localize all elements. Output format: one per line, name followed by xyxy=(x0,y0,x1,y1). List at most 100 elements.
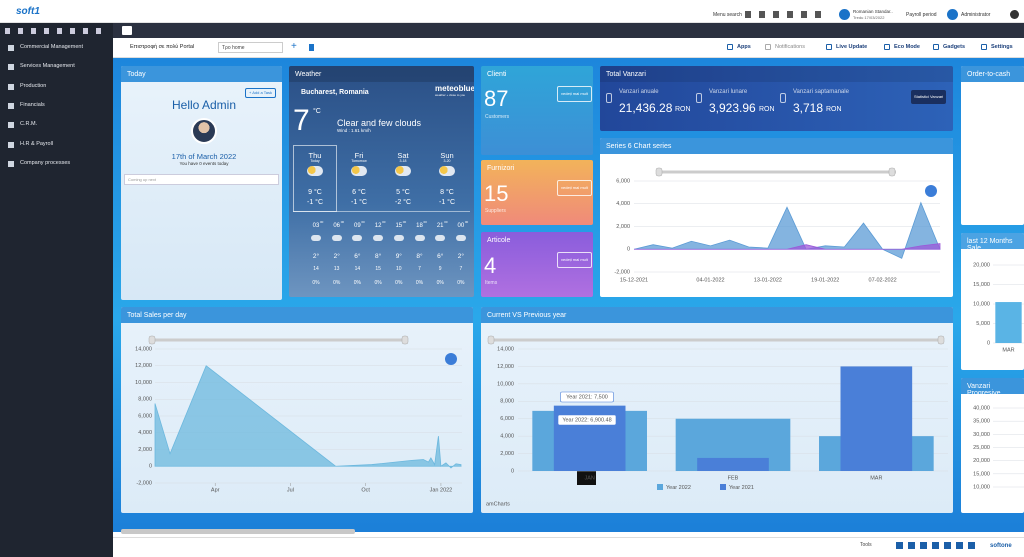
scrollbar[interactable] xyxy=(121,529,355,534)
hour: 06 xyxy=(333,223,341,229)
counter-widget: Furnizori 15 Suppliers vedeți mai mult xyxy=(481,160,593,225)
action[interactable]: Settings xyxy=(991,44,1013,50)
y-tick-label: 14,000 xyxy=(497,346,514,352)
hour-suffix: 00 xyxy=(444,220,448,224)
logo[interactable]: soft1 xyxy=(16,6,40,17)
tabbar xyxy=(113,23,1024,38)
back-link[interactable]: Επιστροφή σε πολύ Portal xyxy=(130,44,195,50)
sidebar-item[interactable]: Financials xyxy=(20,101,45,108)
sidebar-item[interactable]: Commercial Management xyxy=(20,44,83,50)
y-tick-label: 35,000 xyxy=(973,419,990,425)
day-sub: Today xyxy=(310,159,320,163)
home-select[interactable]: Τρο home xyxy=(218,42,283,53)
sales-icon xyxy=(606,93,612,103)
action[interactable]: Apps xyxy=(737,44,751,50)
day: Fri xyxy=(354,151,364,160)
day: Sun xyxy=(440,151,454,160)
hour-icon xyxy=(435,235,446,241)
add-task[interactable]: + Add a Task xyxy=(245,88,276,98)
hour: 00 xyxy=(457,223,465,229)
stats-button[interactable]: Statistici Vanzari xyxy=(911,90,947,104)
hour-suffix: 00 xyxy=(340,220,345,224)
hour-precip: 0% xyxy=(436,280,444,286)
y-tick-label: 4,000 xyxy=(500,434,514,440)
sales-value: 3,923.96 xyxy=(709,101,756,115)
payroll[interactable]: Payroll period xyxy=(906,12,937,18)
hour-icon xyxy=(311,235,321,241)
widget-title: Total Sales per day xyxy=(121,307,473,323)
sales-label: Vanzari anuale xyxy=(619,89,659,95)
action[interactable]: Gadgets xyxy=(943,44,966,50)
max-temp: 9 °C xyxy=(308,189,322,196)
x-tick-label: JAN xyxy=(584,475,594,481)
hour-precip: 0% xyxy=(353,280,362,286)
x-tick-label: FEB xyxy=(728,475,739,481)
counter-widget: Articole 4 Items vedeți mai mult xyxy=(481,232,593,297)
y-tick-label: 6,000 xyxy=(500,416,514,422)
action-icon xyxy=(765,44,771,50)
y-tick-label: 20,000 xyxy=(973,458,990,464)
hour: 15 xyxy=(395,223,403,229)
y-tick-label: 8,000 xyxy=(500,399,514,405)
y-tick-label: 4,000 xyxy=(616,201,630,207)
y-tick-label: 6,000 xyxy=(616,178,630,184)
hour-wind: 14 xyxy=(313,266,319,272)
hour-precip: 0% xyxy=(374,280,382,286)
widget-title: Total Vanzari xyxy=(600,66,953,82)
y-tick-label: 15,000 xyxy=(973,282,990,288)
date: 17th of March 2022 xyxy=(171,152,237,161)
action[interactable]: Eco Mode xyxy=(894,44,920,50)
toolbar xyxy=(113,38,1024,58)
delete[interactable] xyxy=(309,44,314,51)
sidebar-item[interactable]: Production xyxy=(20,82,47,89)
next-input[interactable]: Coming up next xyxy=(124,174,279,185)
footer-brand: softone xyxy=(990,543,1012,549)
sales-label: Vanzari saptamanale xyxy=(793,89,849,95)
hour: 12 xyxy=(374,223,382,229)
sidebar-item[interactable]: H.R & Payroll xyxy=(20,140,54,147)
tooltip: Year 2021: 7,500 xyxy=(566,394,608,400)
hour-icon xyxy=(331,235,342,241)
help[interactable] xyxy=(1010,10,1019,19)
hour-temp: 6° xyxy=(354,253,361,260)
min-temp: -1 °C xyxy=(438,199,456,206)
y-tick-label: -2,000 xyxy=(136,480,152,486)
more-button[interactable]: vedeți mai mult xyxy=(557,252,592,268)
tooltip-box xyxy=(560,391,614,403)
company[interactable]: Romanian Standar.. xyxy=(853,9,893,14)
icons xyxy=(745,11,827,18)
more-button[interactable]: vedeți mai mult xyxy=(557,86,592,102)
user[interactable]: Administrator xyxy=(961,12,991,18)
x-tick-label: 13-01-2022 xyxy=(754,277,782,283)
counter-label: Suppliers xyxy=(485,208,506,214)
min-temp: -1 °C xyxy=(350,199,368,206)
company-sub: Tredu 17/03/2022 xyxy=(853,15,885,20)
menu-search[interactable]: Menu search xyxy=(713,12,742,18)
action[interactable]: Live Update xyxy=(836,44,868,50)
days-line xyxy=(293,211,470,212)
x-tick-label: MAR xyxy=(870,475,882,481)
sidebar-item[interactable]: C.R.M. xyxy=(20,121,38,128)
hour-temp: 6° xyxy=(437,253,444,260)
action[interactable]: Notifications xyxy=(775,44,805,50)
widget-title: Weather xyxy=(289,66,474,82)
sidebar xyxy=(0,23,113,557)
y-tick-label: 0 xyxy=(511,468,514,474)
max-temp: 8 °C xyxy=(440,189,454,196)
today-widget: Today + Add a Task Hello Admin 17th of M… xyxy=(121,66,282,300)
location: Bucharest, Romania xyxy=(301,89,369,96)
sidebar-item[interactable]: Services Management xyxy=(20,63,75,70)
sliders xyxy=(148,167,945,485)
sidebar-icon xyxy=(8,122,14,129)
sidebar-item[interactable]: Company processes xyxy=(20,159,71,166)
add[interactable]: + xyxy=(291,41,297,52)
home-tab[interactable] xyxy=(122,26,132,35)
tools[interactable]: Tools xyxy=(860,542,872,548)
sidebar-icon xyxy=(8,102,14,109)
hour-icon xyxy=(414,235,425,241)
min-temp: -2 °C xyxy=(394,199,412,206)
more-button[interactable]: vedeți mai mult xyxy=(557,180,592,196)
hour-suffix: 00 xyxy=(320,220,324,224)
counter-count: 87 xyxy=(484,86,509,111)
hour-wind: 13 xyxy=(333,266,340,272)
